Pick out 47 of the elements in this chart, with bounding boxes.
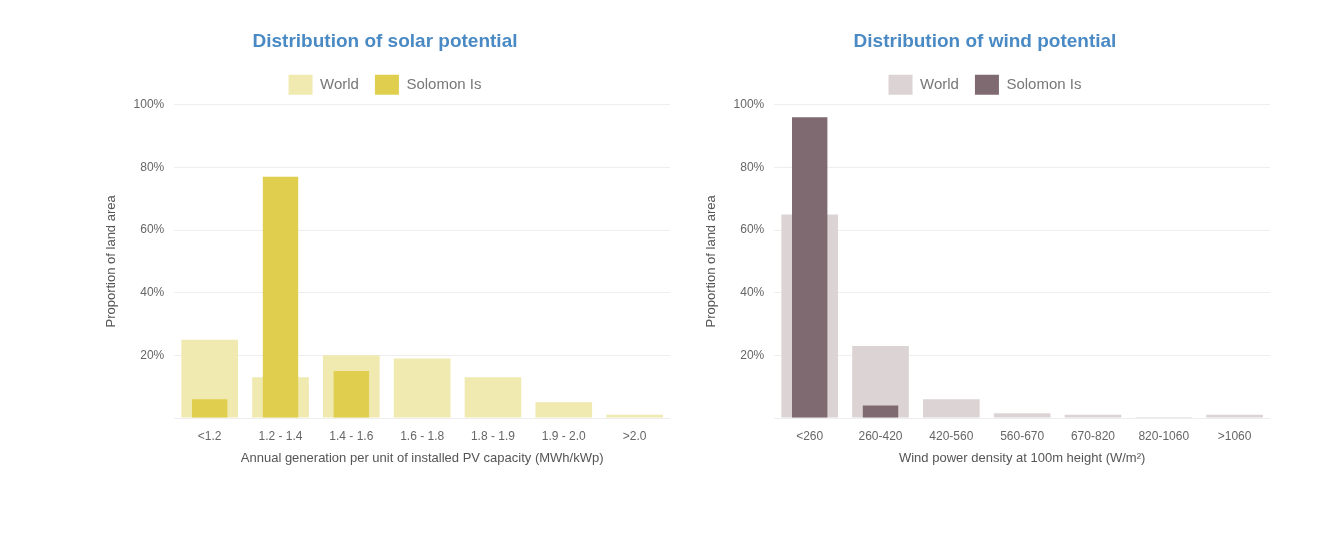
bar	[923, 399, 980, 418]
x-axis-title: Wind power density at 100m height (W/m²)	[898, 449, 1146, 465]
x-tick-label: <1.2	[197, 428, 222, 443]
chart-title: Distribution of wind potential	[853, 29, 1117, 51]
x-tick-label: >1060	[1217, 428, 1252, 443]
y-axis-title: Proportion of land area	[103, 194, 119, 328]
legend-label: Solomon Is	[1006, 74, 1082, 92]
y-tick-label: 20%	[140, 347, 165, 362]
bar	[262, 176, 299, 418]
y-tick-label: 60%	[140, 222, 165, 237]
x-axis-title: Annual generation per unit of installed PV capacity (MWh/kWp)	[240, 449, 604, 465]
y-tick-label: 40%	[740, 285, 765, 300]
y-tick-label: 60%	[740, 222, 765, 237]
y-tick-label: 80%	[740, 159, 765, 174]
legend-label: Solomon Is	[406, 74, 482, 92]
bar	[1206, 414, 1263, 418]
x-tick-label: 1.9 - 2.0	[541, 428, 587, 443]
legend-label: World	[920, 74, 959, 92]
y-axis-title: Proportion of land area	[703, 194, 719, 328]
bar	[333, 371, 370, 418]
bar	[993, 413, 1051, 418]
y-tick-label: 100%	[733, 97, 765, 112]
bar	[464, 377, 522, 418]
x-tick-label: 1.4 - 1.6	[329, 428, 374, 443]
bar	[1064, 414, 1122, 418]
bar	[606, 414, 663, 418]
chart-title: Distribution of solar potential	[252, 29, 518, 51]
y-tick-label: 40%	[140, 285, 165, 300]
x-tick-label: 420-560	[929, 428, 974, 443]
x-tick-label: 1.2 - 1.4	[258, 428, 303, 443]
bar	[535, 402, 593, 418]
y-tick-label: 80%	[140, 159, 165, 174]
x-tick-label: >2.0	[622, 428, 647, 443]
x-tick-label: 670-820	[1070, 428, 1116, 443]
bar	[192, 399, 228, 418]
x-tick-label: 820-1060	[1138, 428, 1190, 443]
x-tick-label: <260	[796, 428, 824, 443]
legend-label: World	[320, 74, 359, 92]
y-tick-label: 100%	[133, 97, 165, 112]
x-tick-label: 1.6 - 1.8	[400, 428, 445, 443]
bar	[393, 358, 451, 418]
y-tick-label: 20%	[740, 347, 765, 362]
x-tick-label: 260-420	[858, 428, 903, 443]
bar	[792, 117, 828, 418]
x-tick-label: 1.8 - 1.9	[470, 428, 516, 443]
bar	[862, 405, 899, 418]
x-tick-label: 560-670	[1000, 428, 1045, 443]
